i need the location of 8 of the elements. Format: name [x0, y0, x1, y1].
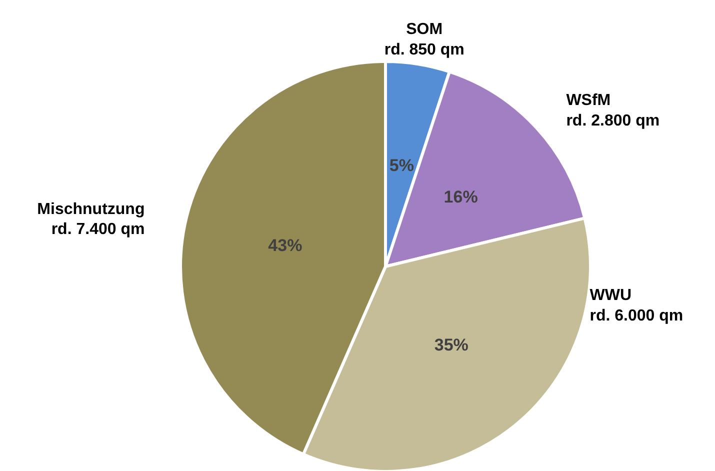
data-label: 43%	[268, 236, 302, 256]
data-label: 5%	[389, 156, 414, 175]
data-label: 35%	[434, 336, 468, 355]
data-label: 16%	[444, 187, 478, 206]
slice-label: WWU rd. 6.000 qm	[590, 287, 684, 324]
slice-label: SOM rd. 850 qm	[384, 21, 464, 58]
slice-label: Mischnutzung rd. 7.400 qm	[37, 200, 145, 238]
slice-label: WSfM rd. 2.800 qm	[566, 92, 660, 130]
